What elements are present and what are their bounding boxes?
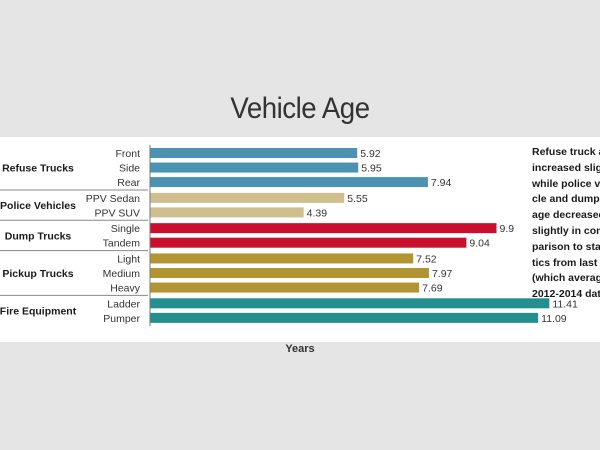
bar (150, 237, 467, 248)
data-label: 11.09 (541, 313, 567, 325)
data-label: 7.69 (422, 283, 443, 295)
data-label: 7.94 (431, 177, 452, 189)
bar (150, 207, 304, 218)
group-label: Fire Equipment (0, 306, 77, 318)
annotation-line: while police vel (532, 177, 600, 190)
category-label: PPV SUV (94, 207, 140, 219)
category-label: Single (111, 223, 140, 235)
chart-title: Vehicle Age (230, 92, 370, 125)
data-label: 7.97 (432, 268, 453, 280)
x-axis-label: Years (285, 343, 315, 355)
annotation-line: 2012-2014 data (532, 288, 600, 301)
annotation-line: age decreased (532, 209, 600, 222)
category-label: Pumper (103, 313, 140, 325)
bar (150, 177, 428, 188)
chart-annotation: Refuse truck ag increased sligh while poli… (532, 145, 600, 303)
data-label: 7.52 (416, 253, 437, 265)
bar (150, 253, 414, 264)
bar (150, 268, 429, 278)
annotation-line: parison to stati (532, 240, 600, 253)
bar (150, 162, 359, 173)
data-label: 4.39 (307, 207, 328, 219)
category-label: Rear (117, 177, 140, 189)
bar (150, 223, 497, 234)
annotation-line: tics from last ye (532, 256, 600, 269)
data-label: 11.41 (552, 298, 578, 310)
group-label: Pickup Trucks (2, 268, 73, 280)
category-label: Ladder (107, 298, 140, 310)
data-label: 5.55 (347, 193, 368, 205)
data-label: 5.95 (361, 163, 382, 175)
annotation-line: Refuse truck ag (532, 146, 600, 158)
bar (150, 148, 358, 158)
bar (150, 192, 345, 203)
data-label: 9.9 (500, 223, 515, 235)
group-label: Dump Trucks (5, 230, 72, 242)
category-label: Front (115, 148, 140, 160)
group-label: Police Vehicles (0, 200, 76, 212)
category-label: Side (119, 163, 140, 175)
group-label: Refuse Trucks (2, 163, 74, 175)
bar (150, 298, 550, 309)
category-label: PPV Sedan (86, 193, 140, 205)
bar-chart: Front 5.92 Side 5.95 Rear 7.94 Refuse Trucks PP… (0, 145, 578, 327)
category-label: Medium (103, 268, 141, 280)
annotation-line: slightly in com- (532, 224, 600, 237)
data-label: 9.04 (469, 238, 490, 250)
category-label: Light (117, 253, 140, 265)
category-label: Tandem (103, 238, 141, 250)
bar (150, 282, 420, 293)
data-label: 5.92 (360, 148, 381, 160)
bar (150, 312, 539, 323)
annotation-line: increased sligh (532, 161, 600, 174)
annotation-line: (which average (532, 272, 600, 285)
category-label: Heavy (110, 283, 141, 295)
annotation-line: cle and dump tr (532, 193, 600, 206)
